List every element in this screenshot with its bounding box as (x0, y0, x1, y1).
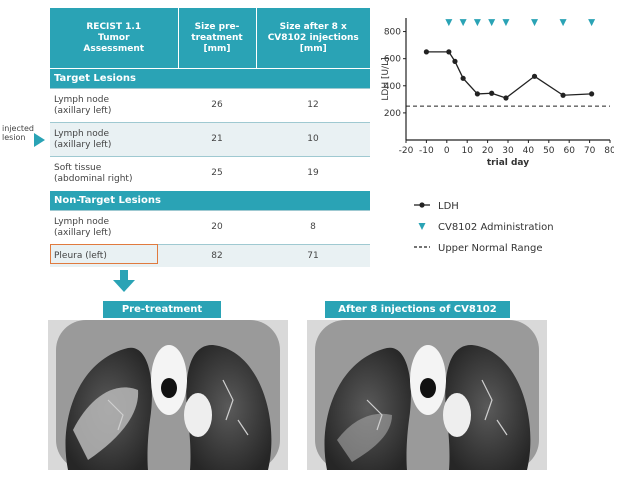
table-row: Soft tissue (abdominal right) 25 19 (50, 156, 370, 191)
ldh-point (589, 91, 595, 97)
lesion-label: Soft tissue (abdominal right) (50, 156, 178, 191)
ldh-point (560, 92, 566, 98)
x-tick-label: 50 (543, 146, 555, 156)
post-treatment-label: After 8 injections of CV8102 (325, 301, 510, 318)
x-tick-label: 60 (563, 146, 575, 156)
section-title: Non-Target Lesions (50, 190, 370, 211)
legend-ldh-label: LDH (438, 201, 459, 212)
pre-treatment-label: Pre-treatment (103, 301, 221, 318)
ldh-point (460, 75, 466, 81)
administration-marker (588, 19, 596, 27)
chart-axes: 200 400 600 800 -20 -10 0 10 20 30 40 50 60 70 80 trial… (381, 18, 614, 168)
legend-ldh-point (419, 202, 425, 208)
administration-marker (459, 19, 467, 27)
size-post: 12 (256, 88, 370, 123)
ldh-point (489, 90, 495, 96)
legend-administration-marker (418, 223, 426, 230)
ct-scan-pre-treatment (48, 320, 288, 470)
table-row: Lymph node (axillary left) 21 10 (50, 122, 370, 157)
x-tick-label: -20 (399, 146, 414, 156)
ldh-point (452, 58, 458, 64)
y-tick-label: 800 (384, 28, 401, 38)
x-tick-label: 20 (482, 146, 494, 156)
x-axis-label: trial day (487, 158, 529, 168)
size-post: 19 (256, 156, 370, 191)
size-pre: 25 (178, 156, 256, 191)
size-pre: 82 (178, 244, 256, 267)
y-axis-label: LDH [U/L] (381, 57, 391, 100)
x-tick-label: -10 (419, 146, 434, 156)
down-arrow-icon (113, 270, 135, 292)
ldh-point (503, 95, 509, 101)
injected-lesion-arrow-icon (34, 133, 45, 147)
ldh-point (423, 49, 429, 55)
ldh-point (531, 73, 538, 79)
ldh-point (474, 91, 480, 97)
size-pre: 20 (178, 210, 256, 245)
size-post: 10 (256, 122, 370, 157)
recist-table: RECIST 1.1 Tumor Assessment Size pre-treatm… (50, 8, 370, 267)
lesion-label: Lymph node (axillary left) (50, 88, 178, 123)
administration-marker (502, 19, 510, 27)
y-tick-label: 600 (384, 55, 401, 65)
pleura-highlight-box (50, 244, 158, 264)
table-header-2: Size after 8 x CV8102 injections [mm] (256, 8, 370, 69)
x-tick-label: 40 (523, 146, 535, 156)
table-header-0: RECIST 1.1 Tumor Assessment (50, 8, 179, 69)
size-pre: 26 (178, 88, 256, 123)
legend-unr-label: Upper Normal Range (438, 243, 543, 254)
table-row: Lymph node (axillary left) 26 12 (50, 88, 370, 123)
table-row: Pleura (left) 82 71 (50, 244, 370, 267)
ldh-line (426, 51, 592, 99)
lesion-label: Lymph node (axillary left) (50, 210, 178, 245)
administration-marker (473, 19, 481, 27)
size-post: 71 (256, 244, 370, 267)
ldh-point (446, 49, 452, 55)
administration-marker (488, 19, 496, 27)
x-tick-label: 0 (444, 146, 450, 156)
chart-marks (406, 19, 610, 107)
legend-administration-label: CV8102 Administration (438, 222, 554, 233)
x-tick-label: 10 (461, 146, 473, 156)
ldh-chart: 200 400 600 800 -20 -10 0 10 20 30 40 50 60 70 80 trial… (381, 18, 614, 254)
x-tick-label: 30 (502, 146, 514, 156)
y-tick-label: 400 (384, 82, 401, 92)
x-tick-label: 80 (604, 146, 614, 156)
administration-marker (531, 19, 539, 27)
y-tick-label: 200 (384, 109, 401, 119)
injected-lesion-label: injected lesion (2, 124, 34, 142)
administration-marker (445, 19, 453, 27)
lesion-label: Lymph node (axillary left) (50, 122, 178, 157)
size-pre: 21 (178, 122, 256, 157)
table-row: Lymph node (axillary left) 20 8 (50, 210, 370, 245)
chart-legend: LDH CV8102 Administration Upper Normal Ran… (414, 201, 554, 254)
administration-marker (559, 19, 567, 27)
table-header-1: Size pre-treatment [mm] (178, 8, 257, 69)
x-tick-label: 70 (584, 146, 596, 156)
section-title: Target Lesions (50, 68, 370, 89)
size-post: 8 (256, 210, 370, 245)
lesion-label: Pleura (left) (50, 244, 178, 267)
ct-scan-after-treatment (307, 320, 547, 470)
